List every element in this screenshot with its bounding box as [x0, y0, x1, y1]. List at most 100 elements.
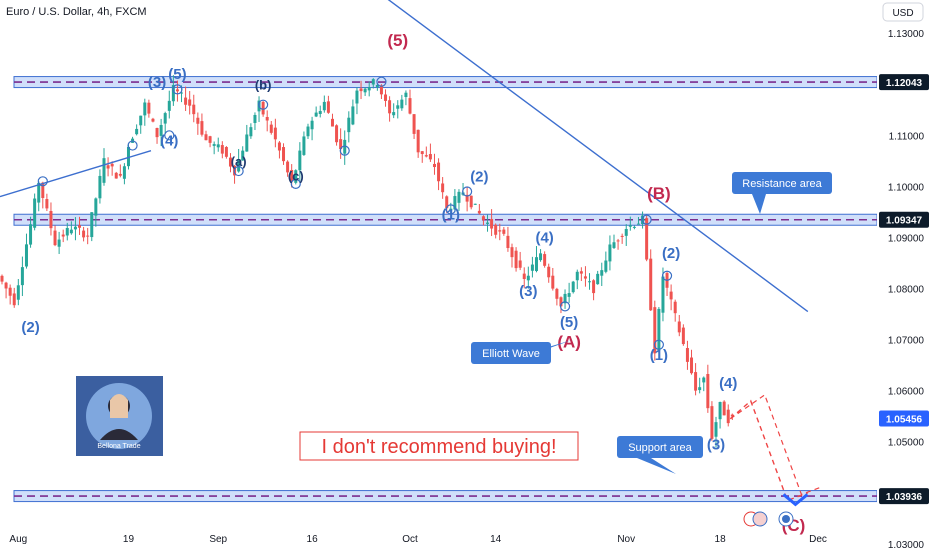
candle[interactable]	[702, 376, 706, 392]
candle[interactable]	[159, 118, 163, 147]
candle[interactable]	[318, 105, 322, 118]
candle[interactable]	[669, 284, 673, 311]
candle[interactable]	[167, 90, 171, 119]
candle[interactable]	[514, 247, 518, 272]
candle[interactable]	[600, 262, 604, 287]
candle[interactable]	[65, 222, 69, 241]
candle[interactable]	[457, 189, 461, 211]
candle[interactable]	[583, 266, 587, 287]
support-callout[interactable]: Support area	[617, 436, 703, 474]
pivot-marker[interactable]	[653, 339, 664, 350]
candle[interactable]	[192, 94, 196, 123]
candle[interactable]	[122, 163, 126, 185]
candle[interactable]	[57, 231, 61, 254]
wave-label[interactable]: (3)	[519, 283, 537, 300]
wave-label[interactable]: (B)	[647, 184, 671, 203]
candle[interactable]	[200, 113, 204, 137]
pivot-marker[interactable]	[445, 204, 456, 215]
candle[interactable]	[510, 243, 514, 268]
wave-label[interactable]: (4)	[160, 133, 178, 150]
candle[interactable]	[147, 99, 151, 118]
resistance-callout[interactable]: Resistance area	[732, 172, 832, 214]
candle[interactable]	[392, 103, 396, 119]
time-axis[interactable]: Aug 19 Sep 16 Oct 14 Nov 18 Dec	[9, 534, 826, 545]
elliott-callout[interactable]: Elliott Wave	[471, 340, 572, 364]
candle[interactable]	[722, 400, 726, 416]
candle[interactable]	[718, 401, 722, 429]
candle[interactable]	[16, 278, 20, 306]
pivot-marker[interactable]	[164, 130, 175, 141]
candle[interactable]	[273, 118, 277, 148]
candle[interactable]	[90, 212, 94, 242]
candle[interactable]	[61, 229, 65, 243]
candle[interactable]	[608, 235, 612, 271]
wave-label[interactable]: (1)	[442, 207, 460, 224]
event-icon[interactable]	[778, 511, 794, 527]
candle[interactable]	[596, 270, 600, 285]
candle[interactable]	[551, 267, 555, 291]
candle[interactable]	[73, 217, 77, 241]
candle[interactable]	[188, 91, 192, 115]
candle[interactable]	[530, 256, 534, 278]
candle[interactable]	[359, 80, 363, 100]
candle[interactable]	[347, 111, 351, 143]
wave-label[interactable]: (1)	[650, 347, 668, 364]
pivot-marker[interactable]	[376, 76, 387, 87]
pivot-marker[interactable]	[37, 176, 48, 187]
candle[interactable]	[428, 143, 432, 162]
candle[interactable]	[241, 146, 245, 161]
candle[interactable]	[649, 249, 653, 312]
currency-button[interactable]: USD	[882, 2, 924, 22]
candle[interactable]	[143, 98, 147, 126]
candle[interactable]	[33, 193, 37, 231]
candle[interactable]	[726, 404, 730, 427]
candle[interactable]	[294, 169, 298, 185]
candle[interactable]	[212, 141, 216, 155]
candle[interactable]	[481, 215, 485, 226]
wave-label[interactable]: (A)	[557, 332, 581, 351]
candle[interactable]	[78, 216, 82, 235]
candle[interactable]	[616, 238, 620, 250]
candle[interactable]	[298, 142, 302, 181]
candle[interactable]	[184, 86, 188, 111]
candle[interactable]	[204, 130, 208, 141]
candle[interactable]	[632, 225, 636, 230]
wave-label[interactable]: (2)	[470, 168, 488, 185]
candle[interactable]	[139, 115, 143, 134]
candle[interactable]	[53, 225, 57, 247]
candle[interactable]	[677, 314, 681, 337]
candle[interactable]	[502, 227, 506, 236]
candle[interactable]	[228, 153, 232, 173]
candle[interactable]	[363, 87, 367, 96]
candle[interactable]	[249, 123, 253, 139]
candle[interactable]	[163, 111, 167, 134]
candle[interactable]	[155, 127, 159, 144]
candle[interactable]	[114, 171, 118, 179]
candle[interactable]	[265, 110, 269, 132]
candle[interactable]	[86, 227, 90, 245]
wave-label[interactable]: (a)	[231, 154, 247, 169]
pivot-marker[interactable]	[290, 178, 301, 189]
candle[interactable]	[257, 96, 261, 122]
wave-label[interactable]: (b)	[255, 77, 272, 92]
candle[interactable]	[216, 137, 220, 152]
candle[interactable]	[543, 251, 547, 268]
candle[interactable]	[624, 224, 628, 246]
candle[interactable]	[567, 282, 571, 303]
candle[interactable]	[175, 80, 179, 102]
candle[interactable]	[588, 273, 592, 290]
candle[interactable]	[37, 181, 41, 212]
candle[interactable]	[685, 340, 689, 370]
candle[interactable]	[400, 94, 404, 111]
candle[interactable]	[526, 266, 530, 289]
projection-channel[interactable]	[729, 393, 823, 496]
candle[interactable]	[690, 349, 694, 375]
candle[interactable]	[196, 112, 200, 135]
candle[interactable]	[681, 324, 685, 346]
candle[interactable]	[575, 269, 579, 290]
wave-label[interactable]: (5)	[168, 66, 186, 83]
candle[interactable]	[571, 280, 575, 294]
candle[interactable]	[94, 197, 98, 227]
candle[interactable]	[20, 256, 24, 297]
pivot-marker[interactable]	[559, 301, 571, 312]
